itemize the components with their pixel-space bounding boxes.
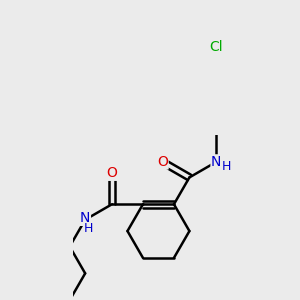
Text: N: N <box>211 155 221 169</box>
Text: O: O <box>157 155 168 169</box>
Text: Cl: Cl <box>209 40 223 54</box>
Text: O: O <box>106 166 117 180</box>
Text: H: H <box>83 222 93 235</box>
Text: N: N <box>80 211 90 225</box>
Text: H: H <box>221 160 231 173</box>
